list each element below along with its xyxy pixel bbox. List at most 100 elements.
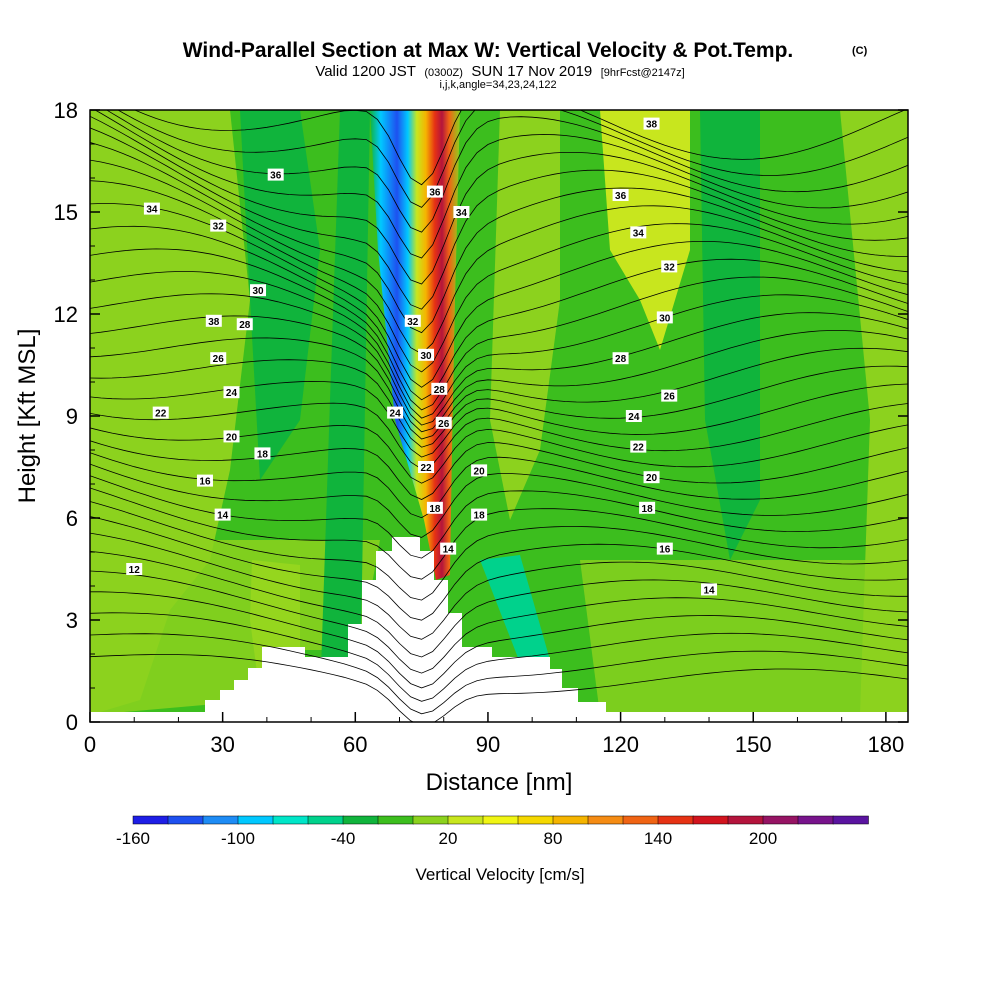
x-tick-label: 60: [343, 732, 367, 757]
theta-label-text: 16: [199, 477, 211, 488]
theta-isoline: [117, 110, 908, 208]
subtitle-date: SUN 17 Nov 2019: [471, 63, 592, 80]
colorbar-swatch: [272, 815, 309, 825]
theta-isoline: [90, 337, 908, 440]
theta-label-box: [214, 508, 231, 521]
colorbar-swatch: [587, 815, 624, 825]
theta-label-text: 28: [615, 354, 627, 365]
colorbar-tick-label: -100: [221, 829, 255, 848]
colorbar-swatch: [447, 815, 484, 825]
colorbar-swatch: [412, 815, 449, 825]
theta-contour-label: 16: [656, 542, 673, 556]
theta-label-text: 26: [664, 392, 676, 403]
theta-contour-label: 22: [630, 440, 647, 454]
theta-label-text: 26: [438, 419, 450, 430]
theta-label-box: [453, 206, 470, 218]
colorbar-swatch: [482, 815, 519, 825]
theta-label-text: 32: [664, 262, 676, 273]
theta-label-box: [404, 314, 421, 327]
lightgreen-band-right: [490, 110, 560, 520]
theta-label-text: 18: [257, 449, 269, 460]
theta-contour-label: 20: [471, 464, 488, 477]
theta-label-box: [426, 185, 443, 198]
theta-label-box: [210, 219, 227, 232]
theta-isoline: [90, 440, 908, 500]
theta-isoline: [90, 248, 908, 411]
theta-label-box: [643, 471, 660, 484]
theta-isoline: [90, 516, 908, 621]
y-tick-label: 18: [54, 98, 78, 123]
theta-contour-label: 24: [387, 406, 404, 420]
theta-label-text: 24: [226, 388, 238, 399]
colorbar-tick-label: 80: [544, 829, 563, 848]
x-tick-label: 150: [735, 732, 772, 757]
updraft-plume: [370, 110, 460, 580]
theta-label-box: [143, 202, 160, 215]
theta-label-box: [236, 318, 253, 331]
theta-label-box: [387, 406, 404, 419]
theta-isoline: [90, 463, 908, 538]
colorbar: -160 -100 -40 20 80 140 200: [116, 815, 869, 848]
y-tick-label: 9: [66, 404, 78, 429]
theta-label-text: 36: [270, 171, 282, 182]
theta-contour-label: 12: [126, 563, 143, 576]
x-tick-label: 90: [476, 732, 500, 757]
theta-contour-label: 14: [214, 508, 231, 522]
colorbar-swatch: [797, 815, 834, 825]
theta-contour-label: 26: [435, 416, 452, 430]
colorbar-swatch: [307, 815, 344, 825]
title-mark: (C): [852, 45, 868, 57]
theta-label-text: 14: [703, 585, 715, 596]
theta-label-text: 12: [129, 565, 141, 576]
darkgreen-band-right: [700, 110, 760, 560]
theta-isoline: [90, 159, 908, 355]
theta-contour-label: 28: [236, 318, 253, 331]
theta-contour-label: 14: [440, 542, 457, 556]
theta-contour-label: 24: [223, 386, 240, 399]
theta-label-text: 22: [420, 463, 432, 474]
colorbar-swatch: [552, 815, 589, 825]
theta-label-box: [431, 382, 448, 395]
theta-contour-label: 18: [254, 447, 271, 460]
theta-isoline: [133, 110, 906, 186]
theta-label-box: [630, 440, 647, 453]
theta-label-box: [418, 461, 435, 473]
theta-label-text: 30: [420, 351, 432, 362]
theta-label-text: 14: [217, 511, 229, 522]
theta-isoline: [90, 612, 908, 702]
theta-label-box: [471, 464, 488, 477]
subtitle-utc: (0300Z): [424, 67, 463, 79]
theta-label-text: 38: [208, 317, 220, 328]
x-tick-label: 180: [868, 732, 905, 757]
theta-contour-label: 36: [267, 168, 284, 182]
theta-contour-label: 36: [612, 189, 629, 202]
theta-label-box: [435, 416, 452, 429]
theta-contour-label: 18: [639, 501, 656, 515]
theta-label-box: [250, 284, 267, 297]
theta-contour-label: 20: [643, 471, 660, 484]
theta-contour-label: 34: [143, 202, 160, 216]
chart-subtitle: Valid 1200 JST (0300Z) SUN 17 Nov 2019 […: [315, 63, 684, 80]
theta-label-text: 28: [239, 320, 251, 331]
theta-label-text: 34: [146, 205, 158, 216]
theta-contour-label: 18: [471, 508, 488, 522]
theta-isoline: [90, 315, 908, 433]
theta-contour-label: 26: [210, 352, 227, 365]
theta-label-text: 18: [642, 504, 654, 515]
colorbar-swatch: [132, 815, 169, 825]
theta-label-box: [612, 352, 629, 365]
theta-label-box: [205, 314, 222, 327]
theta-label-box: [254, 447, 271, 460]
theta-isoline: [90, 402, 908, 470]
theta-isoline: [90, 142, 908, 334]
colorbar-tick-label: -40: [331, 829, 356, 848]
theta-label-box: [196, 474, 213, 487]
theta-isoline: [90, 271, 908, 419]
theta-isoline: [90, 203, 908, 388]
subtitle-valid: Valid 1200 JST: [315, 63, 416, 80]
theta-label-box: [126, 563, 143, 575]
theta-label-box: [152, 406, 169, 419]
colorbar-tick-label: 140: [644, 829, 672, 848]
colorbar-swatch: [692, 815, 729, 825]
lightgreen-lower-left: [90, 540, 380, 715]
